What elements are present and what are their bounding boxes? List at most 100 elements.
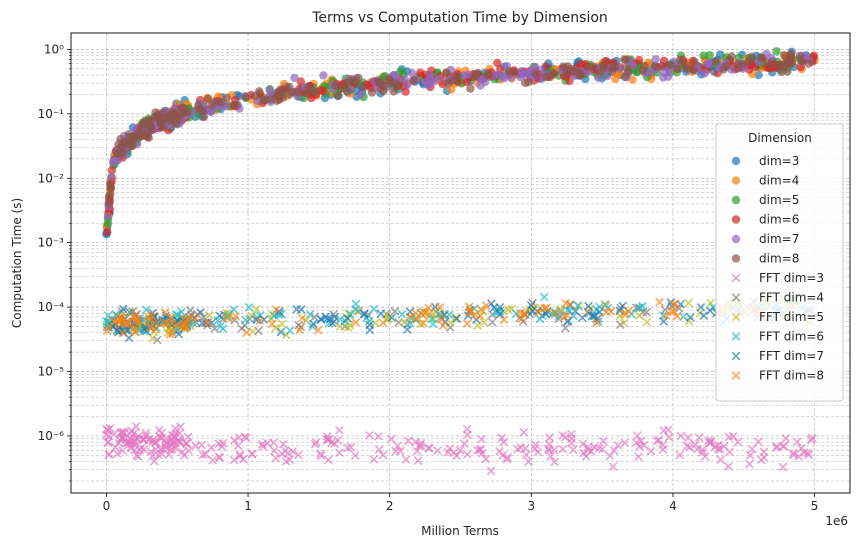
point-dim-7 <box>425 70 435 79</box>
point-fft-dim-8 <box>550 309 560 319</box>
point-fft-dim-3 <box>413 456 423 465</box>
point-fft-dim-3 <box>423 443 433 453</box>
point-dim-8 <box>473 68 483 78</box>
point-fft-dim-3 <box>594 444 604 453</box>
point-fft-dim-8 <box>150 318 160 328</box>
point-dim-7 <box>290 73 299 83</box>
y-tick-label: 10⁻⁶ <box>38 429 65 443</box>
point-dim-8 <box>689 66 698 75</box>
point-fft-dim-3 <box>706 436 716 446</box>
point-fft-dim-8 <box>418 307 428 316</box>
point-fft-dim-3 <box>233 441 243 451</box>
y-axis-label: Computation Time (s) <box>10 198 24 328</box>
point-fft-dim-3 <box>133 452 143 462</box>
point-fft-dim-7 <box>252 315 262 325</box>
point-fft-dim-4 <box>390 306 400 316</box>
x-axis-offset-label: 1e6 <box>825 514 848 528</box>
point-dim-8 <box>203 94 213 103</box>
point-fft-dim-3 <box>151 438 160 447</box>
point-fft-dim-8 <box>481 301 491 311</box>
y-tick-label: 10⁻² <box>38 171 65 185</box>
point-fft-dim-3 <box>716 455 725 464</box>
point-dim-7 <box>107 172 116 182</box>
point-dim-8 <box>195 104 204 114</box>
point-fft-dim-3 <box>112 449 122 459</box>
legend-marker <box>731 195 741 205</box>
point-fft-dim-3 <box>459 439 469 449</box>
point-fft-dim-3 <box>201 449 210 459</box>
point-dim-7 <box>265 85 274 95</box>
point-fft-dim-3 <box>118 433 127 442</box>
point-dim-8 <box>392 80 402 89</box>
point-dim-7 <box>651 55 660 64</box>
point-fft-dim-3 <box>646 446 656 456</box>
point-fft-dim-3 <box>578 439 588 449</box>
y-tick-label: 10⁻¹ <box>38 107 65 121</box>
point-dim-7 <box>518 69 527 79</box>
point-dim-6 <box>103 227 112 237</box>
point-fft-dim-8 <box>272 305 281 314</box>
point-fft-dim-3 <box>257 439 267 449</box>
point-fft-dim-3 <box>544 445 554 455</box>
point-fft-dim-8 <box>669 307 678 316</box>
point-fft-dim-3 <box>322 434 332 444</box>
point-fft-dim-6 <box>285 326 295 336</box>
point-dim-8 <box>104 199 114 208</box>
point-fft-dim-6 <box>241 315 251 325</box>
point-fft-dim-3 <box>234 433 244 442</box>
point-fft-dim-3 <box>794 452 804 461</box>
legend-label: dim=7 <box>759 232 799 246</box>
point-dim-7 <box>700 69 709 78</box>
point-fft-dim-7 <box>308 319 318 329</box>
point-fft-dim-3 <box>683 433 693 443</box>
point-dim-7 <box>402 80 412 90</box>
point-fft-dim-3 <box>658 440 668 450</box>
point-fft-dim-3 <box>214 452 224 462</box>
point-fft-dim-8 <box>159 318 169 328</box>
point-fft-dim-8 <box>499 315 509 325</box>
point-fft-dim-8 <box>167 319 177 328</box>
point-fft-dim-3 <box>462 450 472 459</box>
legend-entry: FFT dim=7 <box>731 349 824 363</box>
point-fft-dim-3 <box>311 438 321 447</box>
point-fft-dim-3 <box>531 440 540 450</box>
point-fft-dim-8 <box>267 319 277 329</box>
point-fft-dim-3 <box>131 422 141 431</box>
point-dim-7 <box>476 81 485 90</box>
point-fft-dim-6 <box>428 319 438 329</box>
point-fft-dim-3 <box>281 456 291 466</box>
point-fft-dim-3 <box>502 454 512 464</box>
point-dim-8 <box>797 56 806 66</box>
point-fft-dim-3 <box>745 450 755 460</box>
point-fft-dim-6 <box>307 322 317 331</box>
point-fft-dim-6 <box>213 315 223 325</box>
point-fft-dim-6 <box>216 321 226 331</box>
point-fft-dim-3 <box>183 432 193 442</box>
point-fft-dim-3 <box>102 424 111 434</box>
legend-entry: dim=6 <box>731 213 799 227</box>
point-fft-dim-6 <box>427 314 436 324</box>
point-fft-dim-4 <box>200 318 210 328</box>
point-dim-8 <box>153 111 162 120</box>
point-fft-dim-3 <box>395 446 405 456</box>
point-fft-dim-8 <box>438 321 448 331</box>
point-fft-dim-8 <box>667 307 676 317</box>
point-fft-dim-3 <box>733 437 743 447</box>
point-fft-dim-8 <box>231 311 240 321</box>
point-fft-dim-3 <box>620 438 630 448</box>
legend-marker <box>731 254 741 263</box>
point-fft-dim-8 <box>222 313 232 323</box>
point-fft-dim-3 <box>778 462 788 472</box>
point-fft-dim-3 <box>605 451 615 461</box>
point-dim-8 <box>621 63 631 72</box>
point-fft-dim-7 <box>699 311 709 321</box>
point-dim-8 <box>804 59 813 68</box>
point-dim-8 <box>158 123 167 132</box>
point-fft-dim-3 <box>694 433 704 443</box>
point-fft-dim-4 <box>210 324 219 333</box>
point-fft-dim-3 <box>579 448 588 458</box>
point-fft-dim-8 <box>464 302 474 312</box>
legend-entry: dim=7 <box>731 232 799 246</box>
point-fft-dim-8 <box>118 328 128 338</box>
point-fft-dim-3 <box>753 437 763 447</box>
